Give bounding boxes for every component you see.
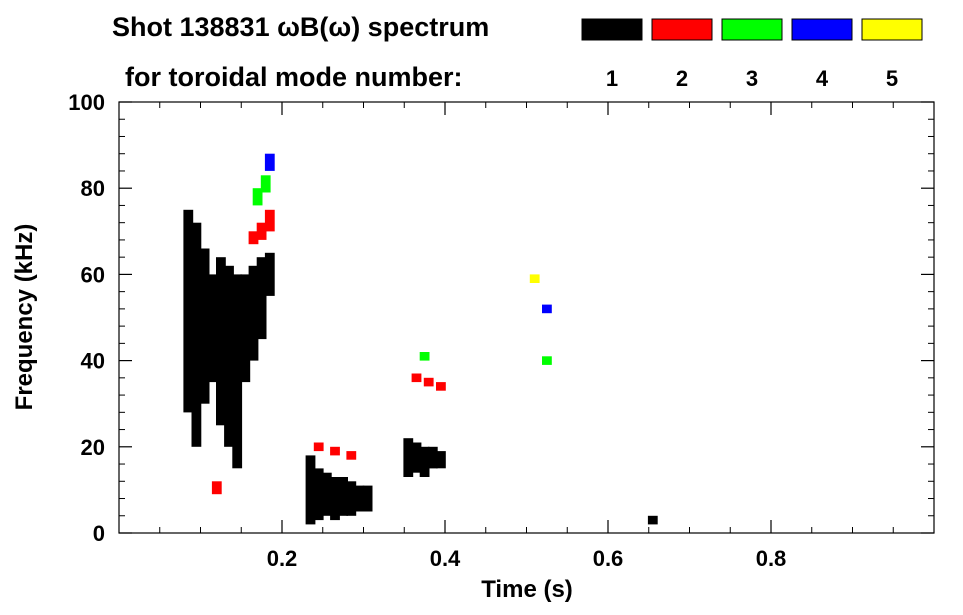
spectrum-blob-n=1-16 [346, 481, 357, 516]
spectrum-blob-n=2-1 [248, 231, 259, 245]
spectrum-blob-n=3-2 [419, 352, 430, 361]
legend-swatch-5 [861, 18, 923, 41]
y-axis-label: Frequency (kHz) [11, 224, 38, 411]
spectrum-blob-n=2-4 [313, 442, 324, 452]
y-tick-label-40: 40 [81, 349, 105, 374]
spectrum-blob-n=1-21 [419, 446, 430, 477]
spectrum-marks [183, 153, 658, 525]
spectrum-blob-n=2-3 [264, 209, 275, 232]
spectrum-blob-n=1-1 [191, 222, 202, 447]
spectrum-blob-n=1-15 [338, 477, 348, 516]
spectrum-blob-n=4-1 [542, 304, 552, 314]
spectrum-blob-n=1-7 [240, 274, 251, 383]
x-axis-label: Time (s) [481, 576, 573, 603]
legend-label-5: 5 [886, 66, 898, 91]
spectrum-blob-n=1-10 [264, 252, 275, 296]
spectrum-blob-n=2-6 [346, 451, 357, 460]
spectrum-blob-n=1-20 [411, 442, 422, 473]
spectrum-blob-n=1-24 [647, 515, 658, 525]
legend-swatch-4 [791, 18, 853, 41]
spectrum-blob-n=1-6 [232, 274, 243, 469]
spectrum-blob-n=1-12 [313, 468, 324, 521]
spectrum-blob-n=1-9 [256, 257, 267, 340]
spectrum-blob-n=3-1 [260, 175, 271, 193]
spectrum-blob-n=1-14 [330, 477, 340, 521]
spectrum-blob-n=1-3 [207, 274, 218, 383]
chart-title-line1: Shot 138831 ωB(ω) spectrum [112, 12, 489, 42]
chart-title-line2: for toroidal mode number: [125, 62, 463, 92]
spectrum-blob-n=1-17 [354, 485, 365, 512]
spectrum-blob-n=1-19 [403, 438, 414, 477]
spectrum-blob-n=1-13 [321, 472, 332, 516]
legend-swatch-2 [651, 18, 713, 41]
legend-swatch-3 [721, 18, 783, 41]
legend-label-4: 4 [816, 66, 829, 91]
x-tick-label-0.6: 0.6 [593, 546, 624, 571]
y-tick-label-0: 0 [93, 521, 105, 546]
spectrum-blob-n=1-5 [224, 265, 234, 447]
x-tick-label-0.8: 0.8 [756, 546, 787, 571]
spectrum-blob-n=2-8 [423, 377, 434, 387]
spectrum-blob-n=3-0 [252, 188, 263, 206]
spectrum-blob-n=1-23 [436, 451, 446, 469]
spectrum-blob-n=1-22 [427, 446, 438, 469]
legend-label-3: 3 [746, 66, 758, 91]
x-tick-label-0.2: 0.2 [267, 546, 298, 571]
y-tick-label-100: 100 [68, 90, 105, 115]
axes: 0 20 40 60 80 100 0.2 0.4 0.6 0.8 [68, 90, 934, 571]
spectrum-blob-n=1-2 [199, 248, 210, 404]
spectrum-blob-n=2-9 [436, 382, 446, 391]
spectrum-blob-n=1-11 [305, 455, 316, 525]
spectrum-blob-n=2-7 [411, 373, 422, 383]
spectrum-blob-n=5-0 [529, 274, 540, 283]
spectrum-blob-n=2-0 [211, 481, 222, 495]
y-tick-label-60: 60 [81, 262, 105, 287]
spectrum-blob-n=2-5 [330, 446, 340, 456]
spectrum-blob-n=1-8 [248, 265, 259, 361]
spectrum-blob-n=4-0 [264, 153, 275, 171]
legend-swatch-1 [581, 18, 643, 41]
legend-label-1: 1 [606, 66, 618, 91]
spectrum-blob-n=2-2 [256, 222, 267, 240]
spectrum-blob-n=1-4 [216, 257, 226, 426]
y-tick-label-20: 20 [81, 435, 105, 460]
legend: 1 2 3 4 5 [581, 18, 923, 91]
spectrum-blob-n=3-3 [542, 356, 552, 365]
x-tick-label-0.4: 0.4 [430, 546, 461, 571]
y-tick-label-80: 80 [81, 176, 105, 201]
legend-label-2: 2 [676, 66, 688, 91]
spectrum-blob-n=1-0 [183, 209, 194, 413]
spectrum-blob-n=1-18 [362, 485, 373, 512]
